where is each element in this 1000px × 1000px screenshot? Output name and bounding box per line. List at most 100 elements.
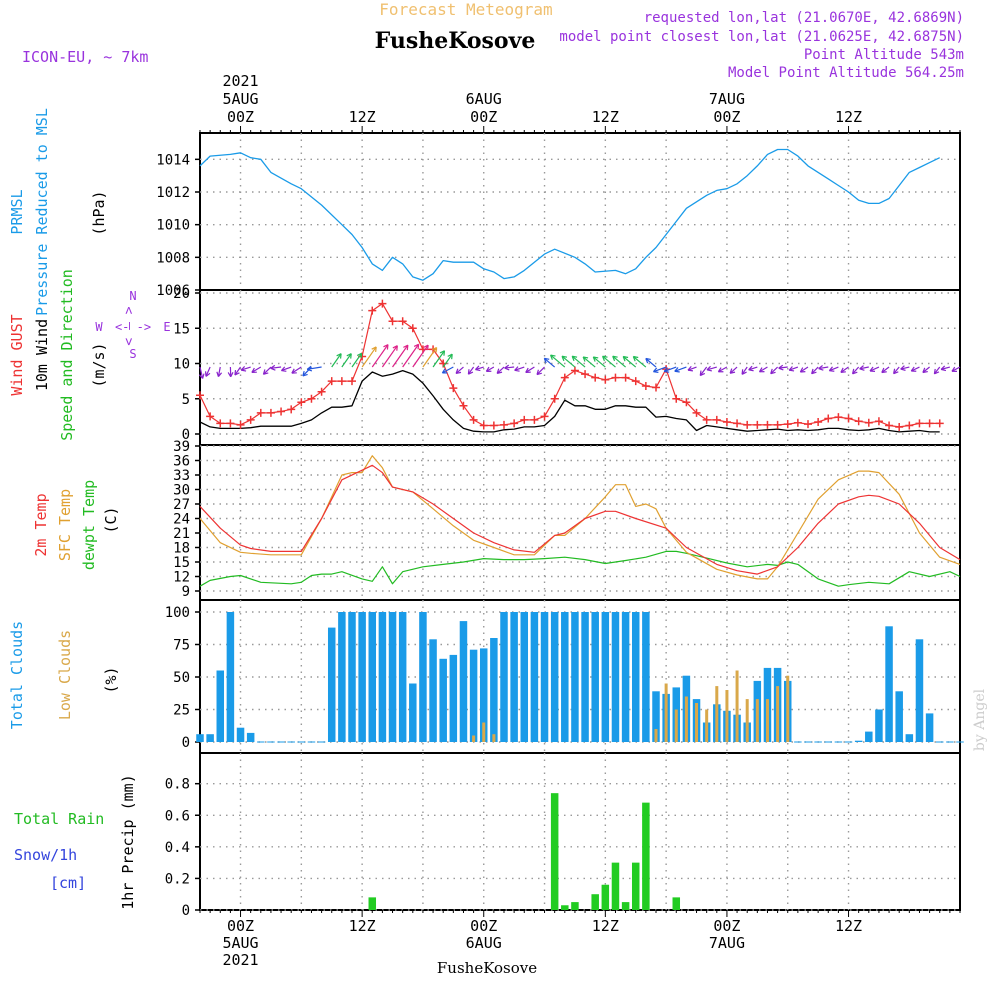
temperature-ytick-label: 21 <box>173 526 190 542</box>
arrow-shaft <box>592 356 606 368</box>
wind-label: Wind GUST <box>8 314 26 395</box>
gust-marker <box>631 377 640 386</box>
arrow-shaft <box>829 366 839 372</box>
arrow-shaft <box>291 366 302 374</box>
arrow-head <box>536 372 542 376</box>
wind-compass: N S W <- -> E <box>95 289 170 361</box>
wind-direction-arrow <box>922 366 930 374</box>
wind-direction-arrow <box>632 355 647 368</box>
rain-bar <box>561 905 569 910</box>
gust-marker <box>236 420 245 429</box>
arrow-head <box>893 368 896 374</box>
rain-bar <box>631 862 640 910</box>
low-cloud-bar <box>654 729 658 742</box>
gust-marker <box>530 415 539 424</box>
gust-marker <box>560 373 569 382</box>
arrow-head <box>818 367 824 371</box>
arrow-head <box>451 354 453 360</box>
wind-direction-arrow <box>234 366 242 376</box>
arrow-head <box>852 371 858 375</box>
arrow-head <box>431 346 437 351</box>
bottom-time-label: 6AUG <box>466 934 502 952</box>
precip-snow-label: Snow/1h <box>14 846 77 864</box>
gust-marker <box>206 412 215 421</box>
wind-direction-arrow <box>729 366 738 374</box>
arrow-head <box>900 365 905 370</box>
arrow-head <box>426 345 429 351</box>
arrow-shaft <box>496 366 505 374</box>
gust-marker <box>368 306 377 315</box>
pressure-line <box>199 148 940 281</box>
wind-ytick-label: 20 <box>173 286 190 302</box>
wind-direction-arrow <box>371 344 389 368</box>
compass-e: E <box>163 320 170 334</box>
arrow-shaft <box>852 366 860 375</box>
clouds-label: (%) <box>102 666 120 693</box>
rain-bar <box>571 902 579 910</box>
arrow-head <box>664 370 670 373</box>
arrow-head <box>811 368 814 374</box>
bottom-time-label: 00Z <box>227 917 254 935</box>
arrow-shaft <box>881 366 890 373</box>
top-time-label: 12Z <box>349 108 376 126</box>
wind-direction-arrow <box>525 366 535 374</box>
low-cloud-bar <box>674 709 678 742</box>
wind-ytick-label: 10 <box>173 357 190 373</box>
total-cloud-bar <box>338 612 346 742</box>
gust-marker <box>510 419 519 428</box>
arrow-shaft <box>900 366 910 370</box>
total-cloud-bar <box>429 639 437 742</box>
gust-marker <box>763 420 772 429</box>
gust-marker <box>256 408 265 417</box>
footer-station: FusheKosove <box>437 959 537 977</box>
gust-marker <box>348 377 356 386</box>
temperature-ytick-label: 24 <box>173 512 190 528</box>
wind-direction-arrow <box>582 356 596 368</box>
bottom-time-label: 00Z <box>713 917 740 935</box>
arrow-head <box>336 353 342 357</box>
total-cloud-bar <box>885 626 893 742</box>
gust-marker <box>337 377 346 386</box>
temperature-ytick-label: 39 <box>173 439 190 455</box>
total-cloud-bar <box>327 627 336 742</box>
arrow-shaft <box>859 366 869 370</box>
gust-marker <box>753 420 762 429</box>
arrow-head <box>234 369 237 376</box>
arrow-head <box>674 370 680 373</box>
wind-label: Speed and Direction <box>58 269 76 441</box>
pressure-ytick-label: 1010 <box>156 218 190 234</box>
arrow-head <box>383 344 389 348</box>
requested-coords: requested lon,lat (21.0670E, 42.6869N) <box>644 10 964 26</box>
wind-direction-arrow <box>799 366 809 373</box>
arrow-head <box>475 365 480 370</box>
gust-marker <box>743 420 752 429</box>
arrow-head <box>514 369 520 372</box>
wind-direction-arrow <box>361 346 377 368</box>
gust-marker <box>814 418 823 427</box>
arrow-shaft <box>371 344 389 368</box>
arrow-shaft <box>381 345 398 368</box>
arrow-head <box>778 364 784 369</box>
arrow-shaft <box>622 356 637 368</box>
total-cloud-bar <box>611 612 620 742</box>
gust-marker <box>641 382 650 391</box>
total-cloud-bar <box>895 691 903 742</box>
bottom-time-label: 12Z <box>349 917 376 935</box>
wind-direction-arrow <box>933 366 941 375</box>
gust-marker <box>459 401 468 410</box>
arrow-head <box>423 344 429 348</box>
arrow-shaft <box>674 366 687 372</box>
arrow-head <box>687 369 694 372</box>
arrow-head <box>205 372 211 377</box>
arrow-shaft <box>933 366 941 375</box>
arrow-shaft <box>706 366 717 371</box>
total-cloud-bar <box>915 639 924 742</box>
low-cloud-bar <box>472 735 476 742</box>
arrow-head <box>706 365 711 371</box>
arrow-shaft <box>402 343 420 368</box>
arrow-head <box>543 358 547 364</box>
wind-direction-arrow <box>645 357 657 368</box>
bottom-time-label: 00Z <box>470 917 497 935</box>
